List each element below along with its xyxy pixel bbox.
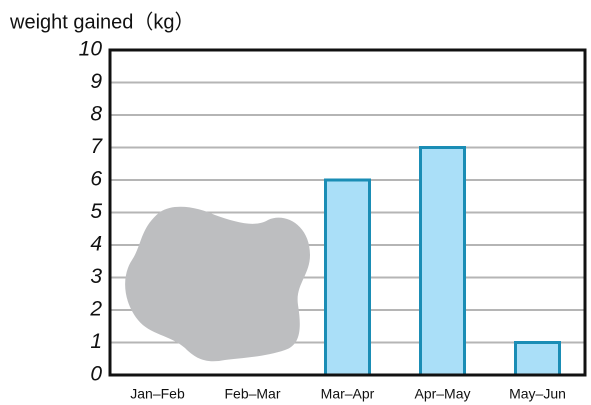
x-tick-label: Jan–Feb <box>130 386 185 402</box>
occluding-blob <box>125 206 310 362</box>
y-tick-label: 4 <box>90 233 102 256</box>
y-tick-label: 7 <box>90 135 103 158</box>
y-tick-label: 0 <box>90 363 102 386</box>
x-tick-label: Mar–Apr <box>321 386 375 402</box>
y-tick-label: 3 <box>90 265 102 288</box>
x-tick-label: May–Jun <box>509 386 566 402</box>
y-tick-label: 8 <box>90 103 102 126</box>
x-tick-label: Apr–May <box>414 386 470 402</box>
plot-frame <box>108 48 587 377</box>
y-tick-label: 10 <box>79 38 103 61</box>
bar <box>419 146 466 377</box>
y-tick-label: 1 <box>90 330 102 353</box>
axis-title: weight gained（kg） <box>9 10 195 33</box>
y-tick-label: 2 <box>89 298 102 321</box>
bar <box>324 178 371 377</box>
x-tick-label: Feb–Mar <box>224 386 280 402</box>
bar <box>514 341 561 377</box>
y-tick-label: 6 <box>90 168 102 191</box>
y-tick-label: 5 <box>90 200 102 223</box>
y-tick-label: 9 <box>90 70 102 93</box>
